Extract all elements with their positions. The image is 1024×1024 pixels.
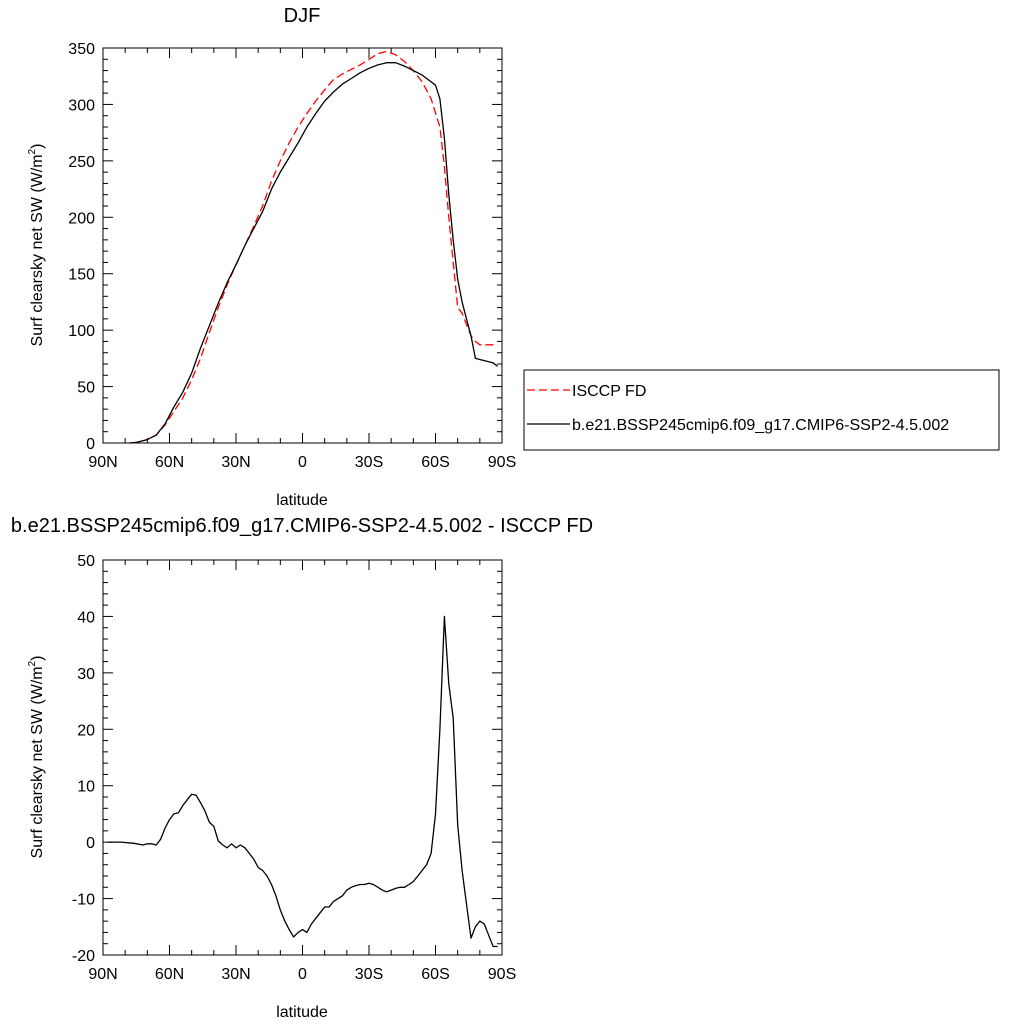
x-tick-label: 30S — [355, 966, 383, 983]
x-tick-label: 90N — [88, 454, 117, 471]
legend: ISCCP FD b.e21.BSSP245cmip6.f09_g17.CMIP… — [523, 369, 1000, 451]
y-tick-label: 50 — [77, 380, 95, 397]
series-line-difference — [107, 615, 498, 948]
series-lines — [107, 615, 498, 948]
y-tick-label: 100 — [68, 323, 95, 340]
y-axis-label-superscript: 2 — [27, 660, 38, 666]
tick-labels: 90N 60N 30N 0 30S 60S 90S -20 -10 0 10 20 30 40 50 — [72, 553, 516, 983]
y-tick-label: 0 — [86, 436, 95, 453]
y-tick-label: -10 — [72, 892, 95, 909]
x-tick-label: 90S — [488, 966, 516, 983]
legend-entry-model: b.e21.BSSP245cmip6.f09_g17.CMIP6-SSP2-4.… — [572, 417, 949, 434]
plot-frame — [102, 559, 503, 956]
x-axis-label: latitude — [276, 1004, 328, 1021]
y-tick-label: 300 — [68, 97, 95, 114]
y-tick-label: 250 — [68, 154, 95, 171]
y-axis-label-text: Surf clearsky net SW (W/m — [29, 666, 46, 858]
y-tick-label: 10 — [77, 779, 95, 796]
y-axis-label: Surf clearsky net SW (W/m2) — [27, 144, 46, 347]
y-tick-label: 0 — [86, 835, 95, 852]
y-tick-label: 200 — [68, 210, 95, 227]
tick-labels: 90N 60N 30N 0 30S 60S 90S 0 50 100 150 200 250 300 350 — [68, 41, 516, 471]
x-tick-label: 30S — [355, 454, 383, 471]
y-axis-label-superscript: 2 — [27, 148, 38, 154]
y-axis-label-tail: ) — [29, 656, 46, 661]
y-tick-label: 150 — [68, 267, 95, 284]
x-tick-label: 90S — [488, 454, 516, 471]
x-tick-label: 0 — [298, 454, 307, 471]
y-tick-label: 30 — [77, 666, 95, 683]
x-tick-label: 60S — [421, 966, 449, 983]
chart-title: b.e21.BSSP245cmip6.f09_g17.CMIP6-SSP2-4.… — [11, 515, 593, 537]
x-tick-label: 60S — [421, 454, 449, 471]
x-tick-label: 0 — [298, 966, 307, 983]
climatology-panel: DJF 90N 60N 30N 0 30S 60S 90S 0 50 100 150 200 250 30… — [27, 5, 516, 509]
y-tick-label: 20 — [77, 722, 95, 739]
x-tick-label: 60N — [155, 454, 184, 471]
difference-panel: b.e21.BSSP245cmip6.f09_g17.CMIP6-SSP2-4.… — [11, 515, 593, 1021]
tick-marks — [102, 47, 503, 444]
x-tick-label: 30N — [221, 966, 250, 983]
legend-box — [523, 369, 1000, 451]
series-lines — [129, 50, 498, 444]
x-tick-label: 60N — [155, 966, 184, 983]
chart-title: DJF — [284, 5, 321, 27]
series-line-isccp — [129, 50, 498, 444]
tick-marks — [102, 559, 503, 956]
y-tick-label: -20 — [72, 948, 95, 965]
y-axis-label: Surf clearsky net SW (W/m2) — [27, 656, 46, 859]
series-line-model — [129, 62, 498, 444]
y-tick-label: 40 — [77, 609, 95, 626]
x-tick-label: 90N — [88, 966, 117, 983]
y-axis-label-text: Surf clearsky net SW (W/m — [29, 154, 46, 346]
x-tick-label: 30N — [221, 454, 250, 471]
y-axis-label-tail: ) — [29, 144, 46, 149]
y-tick-label: 50 — [77, 553, 95, 570]
plot-frame — [102, 47, 503, 444]
x-axis-label: latitude — [276, 492, 328, 509]
legend-entry-isccp: ISCCP FD — [572, 383, 646, 400]
y-tick-label: 350 — [68, 41, 95, 58]
